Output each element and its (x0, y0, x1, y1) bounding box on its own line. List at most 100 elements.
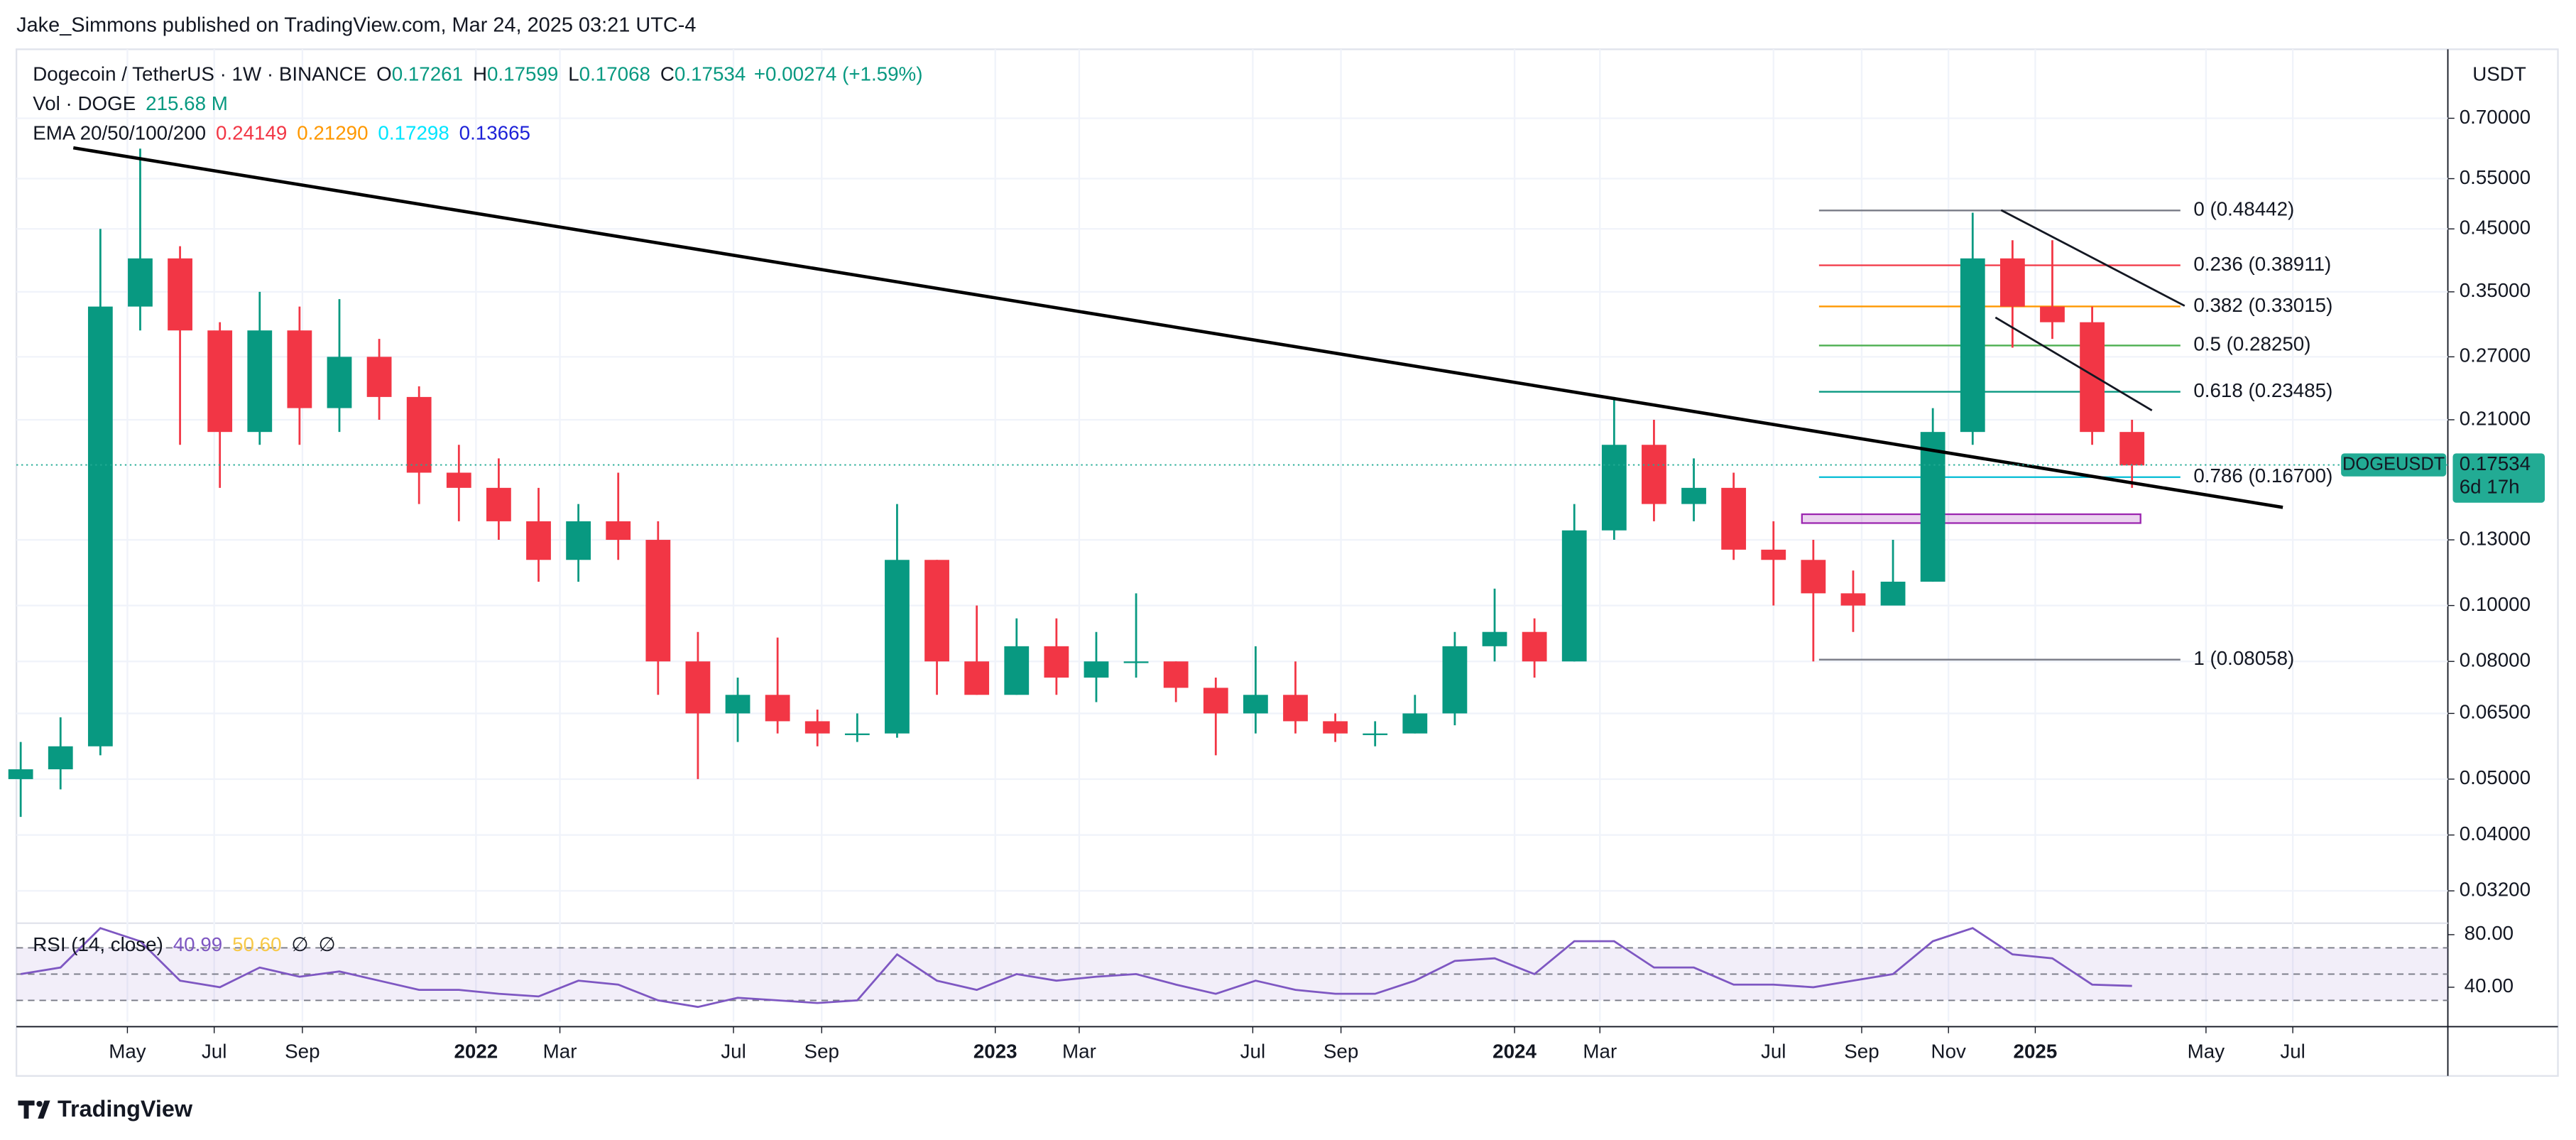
x-tick-label: 2025 (2014, 1041, 2058, 1063)
x-tick-label: May (109, 1041, 146, 1063)
candle-body (207, 330, 233, 433)
candle-body (1880, 581, 1906, 606)
ohlc-key: C (660, 63, 675, 85)
rsi-readout: ∅ (291, 933, 308, 955)
x-tick-label: Sep (804, 1041, 839, 1063)
candle-body (645, 540, 671, 662)
x-tick-label: Sep (285, 1041, 320, 1063)
y-tick-label: 0.03200 (2460, 879, 2531, 901)
x-tick-label: Jul (2280, 1041, 2305, 1063)
x-tick-label: Jul (202, 1041, 227, 1063)
ohlc-value: 0.17534 (675, 63, 746, 85)
candle-body (566, 521, 591, 560)
fib-level-label: 0.786 (0.16700) (2193, 465, 2332, 487)
candle-body (964, 661, 990, 695)
candle-body (1442, 646, 1468, 714)
x-tick-label: Mar (1062, 1041, 1096, 1063)
rsi-tick-label: 40.00 (2465, 975, 2514, 997)
trend-line (72, 146, 2283, 509)
y-tick-label: 0.05000 (2460, 766, 2531, 788)
fib-level-label: 1 (0.08058) (2193, 647, 2294, 669)
candle-body (1681, 487, 1706, 504)
candle-body (287, 330, 312, 408)
candle-body (844, 733, 870, 735)
volume-legend: Vol · DOGE 215.68 M (33, 92, 228, 114)
symbol-legend: Dogecoin / TetherUS · 1W · BINANCE O0.172… (33, 63, 922, 85)
candle-body (1044, 646, 1069, 678)
candle-body (1642, 445, 1666, 504)
candle-body (1363, 733, 1388, 735)
candle-body (725, 695, 751, 714)
candle-body (486, 487, 511, 521)
candle-body (1243, 695, 1268, 714)
candle-body (1601, 445, 1627, 531)
rsi-readout: 40.99 (173, 933, 222, 955)
candle-body (1920, 432, 1945, 582)
y-tick-label: 0.21000 (2460, 407, 2531, 429)
candle-body (1999, 258, 2025, 307)
trend-line (1994, 316, 2153, 411)
x-tick-label: Mar (1583, 1041, 1617, 1063)
candle-body (1761, 549, 1786, 560)
candle-body (327, 357, 352, 408)
x-tick-label: 2024 (1492, 1041, 1537, 1063)
candle-body (406, 396, 432, 473)
candle-body (1163, 661, 1189, 688)
ohlc-value: 0.17261 (392, 63, 463, 85)
rsi-readout: 50.60 (232, 933, 281, 955)
price-tag-value: 0.17534 (2460, 452, 2531, 474)
trend-line (2000, 209, 2185, 307)
y-tick-label: 0.06500 (2460, 701, 2531, 723)
ohlc-value: 0.17599 (487, 63, 558, 85)
x-tick-label: 2023 (973, 1041, 1017, 1063)
candle-body (526, 521, 551, 560)
y-tick-label: 0.08000 (2460, 649, 2531, 671)
candle-body (2119, 432, 2145, 466)
fib-level-label: 0.618 (0.23485) (2193, 379, 2332, 401)
y-tick-label: 0.04000 (2460, 823, 2531, 845)
brand-logo: TradingView (18, 1096, 193, 1122)
candle-body (2040, 306, 2065, 322)
y-tick-label: 0.10000 (2460, 593, 2531, 615)
candle-body (8, 769, 33, 779)
candle-body (1283, 695, 1308, 722)
price-axis-title: USDT (2472, 63, 2526, 85)
candle-body (1482, 631, 1507, 646)
rsi-readout: ∅ (319, 933, 336, 955)
symbol-tag (2341, 453, 2447, 477)
rsi-line (20, 927, 2132, 1009)
candle-body (168, 258, 192, 331)
candle-body (804, 721, 830, 734)
candle-body (1561, 530, 1587, 662)
ohlc-key: L (568, 63, 579, 85)
x-tick-label: Sep (1844, 1041, 1879, 1063)
ema-legend: EMA 20/50/100/200 0.24149 0.21290 0.17298 0.… (33, 122, 530, 144)
candle-body (1801, 560, 1826, 594)
ohlc-key: O (376, 63, 392, 85)
candle-body (924, 560, 949, 662)
fib-level-label: 0.382 (0.33015) (2193, 294, 2332, 316)
y-tick-label: 0.35000 (2460, 279, 2531, 301)
candle-body (885, 560, 910, 734)
candle-body (128, 258, 153, 307)
candle-body (1840, 593, 1866, 606)
candle-body (446, 472, 471, 488)
fib-level-label: 0 (0.48442) (2193, 198, 2294, 220)
ema-value: 0.17298 (378, 122, 449, 144)
x-tick-label: May (2188, 1041, 2225, 1063)
brand-name: TradingView (58, 1096, 193, 1122)
logo-dot (36, 1100, 43, 1107)
y-tick-label: 0.70000 (2460, 106, 2531, 128)
ohlc-key: H (473, 63, 487, 85)
candle-body (247, 330, 273, 433)
ema-value: 0.24149 (216, 122, 287, 144)
candle-body (2080, 322, 2105, 433)
x-tick-label: Jul (1761, 1041, 1786, 1063)
y-tick-label: 0.55000 (2460, 166, 2531, 188)
rsi-label: RSI (14, close) (33, 933, 163, 955)
candle-body (87, 306, 113, 747)
ema-value: 0.21290 (297, 122, 368, 144)
